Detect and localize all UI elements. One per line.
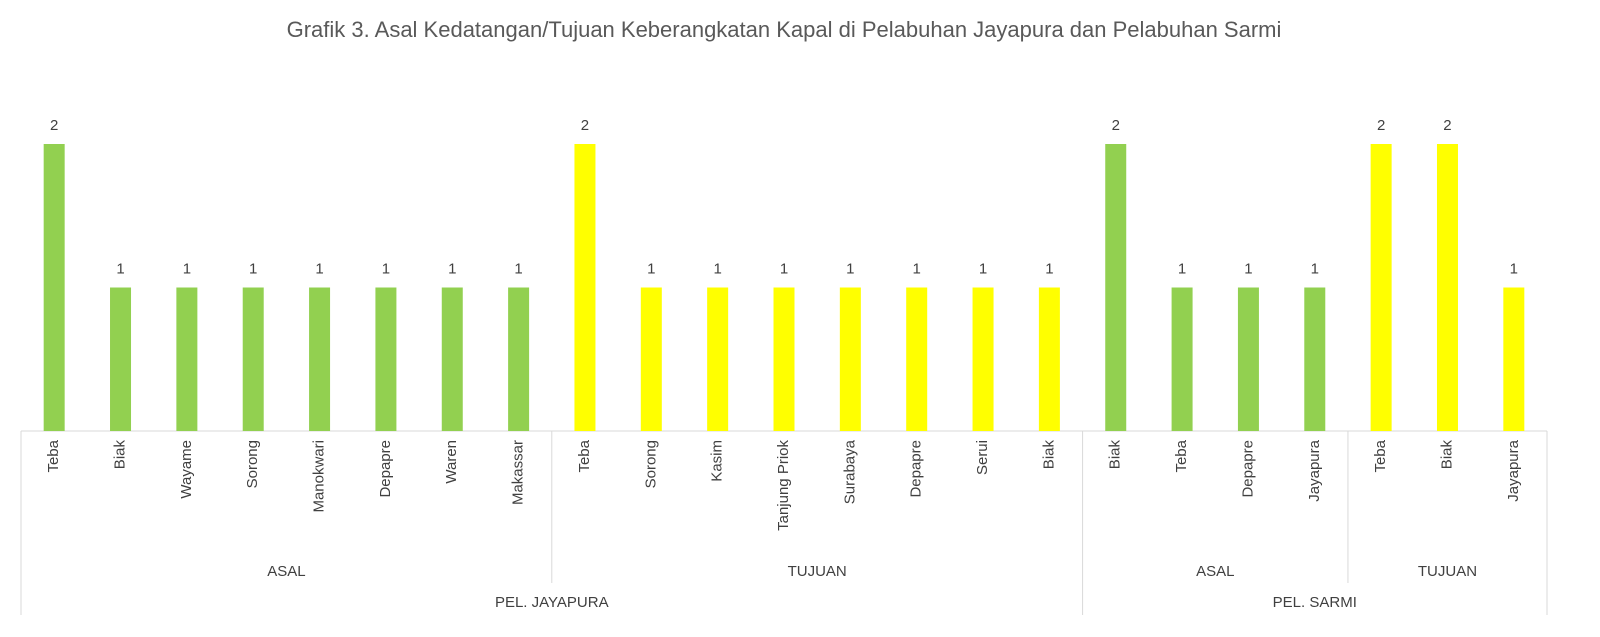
data-label: 2 [1443, 117, 1451, 134]
bar [441, 287, 463, 431]
x-tick-label: Jayapura [1306, 439, 1323, 501]
data-label: 1 [1311, 260, 1319, 277]
x-tick-label: Teba [1173, 439, 1190, 472]
data-label: 1 [647, 260, 655, 277]
data-label: 1 [1244, 260, 1252, 277]
bar [1304, 287, 1326, 431]
x-tick-label: Biak [111, 440, 128, 470]
bar [773, 287, 795, 431]
group-label: ASAL [267, 563, 305, 580]
data-label: 2 [1112, 117, 1120, 134]
data-label: 1 [780, 260, 788, 277]
bar [1237, 287, 1259, 431]
bar [1171, 287, 1193, 431]
bar [574, 144, 596, 431]
x-tick-label: Makassar [510, 440, 527, 505]
port-label: PEL. SARMI [1273, 594, 1357, 611]
x-tick-label: Tanjung Priok [775, 440, 792, 531]
x-tick-label: Sorong [244, 440, 261, 488]
group-label: ASAL [1196, 563, 1234, 580]
data-label: 1 [713, 260, 721, 277]
data-label: 1 [913, 260, 921, 277]
x-tick-label: Teba [576, 439, 593, 472]
data-label: 1 [514, 260, 522, 277]
group-label: TUJUAN [1418, 563, 1477, 580]
x-tick-label: Biak [1040, 440, 1057, 470]
data-label: 1 [979, 260, 987, 277]
data-label: 1 [249, 260, 257, 277]
data-label: 1 [1178, 260, 1186, 277]
x-tick-label: Biak [1107, 440, 1124, 470]
x-tick-label: Surabaya [841, 439, 858, 504]
group-label: TUJUAN [788, 563, 847, 580]
bar [1038, 287, 1060, 431]
x-tick-label: Teba [45, 439, 62, 472]
x-tick-label: Teba [1372, 439, 1389, 472]
bar [110, 287, 132, 431]
x-tick-label: Wayame [178, 440, 195, 499]
x-tick-label: Jayapura [1505, 439, 1522, 501]
port-label: PEL. JAYAPURA [495, 594, 609, 611]
bar [1503, 287, 1525, 431]
x-tick-label: Kasim [709, 440, 726, 482]
bar [375, 287, 397, 431]
bar [1105, 144, 1127, 431]
bar [839, 287, 861, 431]
x-tick-label: Depapre [1239, 440, 1256, 498]
bar [906, 287, 928, 431]
bar [1370, 144, 1392, 431]
x-tick-label: Sorong [642, 440, 659, 488]
bar [1436, 144, 1458, 431]
data-label: 1 [1510, 260, 1518, 277]
x-tick-label: Manokwari [311, 440, 328, 513]
data-label: 1 [846, 260, 854, 277]
data-label: 1 [315, 260, 323, 277]
data-label: 1 [116, 260, 124, 277]
data-label: 1 [448, 260, 456, 277]
data-label: 2 [581, 117, 589, 134]
data-label: 2 [50, 117, 58, 134]
data-label: 2 [1377, 117, 1385, 134]
bar [309, 287, 331, 431]
x-tick-label: Serui [974, 440, 991, 475]
data-label: 1 [382, 260, 390, 277]
bar [242, 287, 264, 431]
bar [176, 287, 198, 431]
x-tick-label: Waren [443, 440, 460, 484]
x-tick-label: Biak [1438, 440, 1455, 470]
chart-title: Grafik 3. Asal Kedatangan/Tujuan Keberan… [287, 17, 1282, 42]
data-label: 1 [183, 260, 191, 277]
bar [640, 287, 662, 431]
bar [508, 287, 530, 431]
bar [707, 287, 729, 431]
bar [43, 144, 65, 431]
x-tick-label: Depapre [377, 440, 394, 498]
x-tick-label: Depapre [908, 440, 925, 498]
data-label: 1 [1045, 260, 1053, 277]
bar [972, 287, 994, 431]
